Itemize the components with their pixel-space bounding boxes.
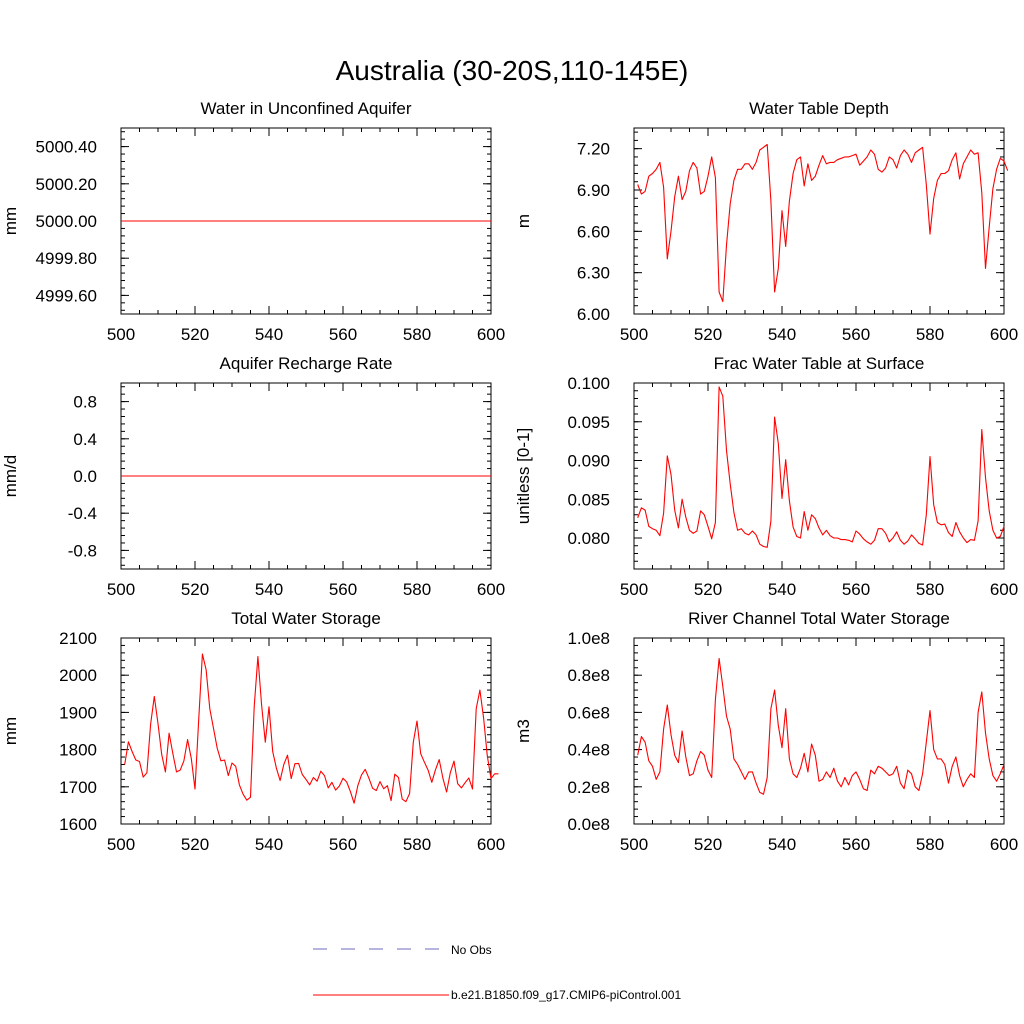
x-tick-label: 560 — [329, 835, 357, 854]
plot-frame — [633, 637, 1005, 825]
series-line-1 — [637, 386, 1005, 548]
y-tick-label: 5000.00 — [36, 212, 97, 231]
x-tick-label: 560 — [329, 580, 357, 599]
x-tick-label: 520 — [694, 580, 722, 599]
x-tick-label: 540 — [768, 835, 796, 854]
y-axis-label: mm — [1, 207, 20, 235]
x-tick-label: 600 — [477, 580, 505, 599]
y-tick-label: 2000 — [59, 666, 97, 685]
y-axis-label: m3 — [514, 719, 533, 743]
x-tick-label: 520 — [694, 325, 722, 344]
y-axis-label: unitless [0-1] — [514, 428, 533, 524]
y-tick-label: 6.00 — [577, 305, 610, 324]
y-tick-label: -0.8 — [68, 541, 97, 560]
y-tick-label: 5000.40 — [36, 138, 97, 157]
x-tick-label: 580 — [403, 325, 431, 344]
plot-frame — [120, 637, 492, 825]
x-tick-label: 520 — [181, 325, 209, 344]
y-tick-label: 0.0 — [73, 467, 97, 486]
x-tick-label: 600 — [477, 835, 505, 854]
legend-label-no-obs: No Obs — [451, 943, 492, 957]
x-tick-label: 580 — [403, 835, 431, 854]
y-tick-label: 0.095 — [567, 413, 610, 432]
y-tick-label: 5000.20 — [36, 175, 97, 194]
y-tick-label: -0.4 — [68, 504, 97, 523]
x-tick-label: 500 — [620, 325, 648, 344]
legend-label-model: b.e21.B1850.f09_g17.CMIP6-piControl.001 — [451, 988, 681, 1002]
y-tick-label: 0.090 — [567, 452, 610, 471]
x-tick-label: 580 — [916, 835, 944, 854]
x-tick-label: 540 — [768, 325, 796, 344]
x-tick-label: 500 — [107, 835, 135, 854]
panel-title: Total Water Storage — [231, 609, 381, 628]
x-tick-label: 600 — [990, 580, 1018, 599]
legend: No Obs b.e21.B1850.f09_g17.CMIP6-piContr… — [313, 943, 681, 1002]
panel-title: Water Table Depth — [749, 99, 889, 118]
x-tick-label: 540 — [255, 325, 283, 344]
series-line-1 — [124, 653, 499, 804]
x-tick-label: 520 — [181, 835, 209, 854]
panel-title: Frac Water Table at Surface — [714, 354, 925, 373]
plot-frame — [633, 382, 1005, 570]
y-tick-label: 0.8e8 — [567, 666, 610, 685]
y-tick-label: 6.30 — [577, 264, 610, 283]
x-tick-label: 540 — [768, 580, 796, 599]
y-tick-label: 6.60 — [577, 222, 610, 241]
x-tick-label: 580 — [403, 580, 431, 599]
y-tick-label: 1700 — [59, 778, 97, 797]
y-axis-label: m — [514, 214, 533, 228]
y-axis-label: mm — [1, 717, 20, 745]
x-tick-label: 560 — [842, 580, 870, 599]
x-tick-label: 560 — [842, 325, 870, 344]
figure-title: Australia (30-20S,110-145E) — [336, 55, 689, 86]
series-line-1 — [637, 143, 1009, 303]
x-tick-label: 580 — [916, 325, 944, 344]
chart-panel-6: River Channel Total Water Storage m3 500 52… — [514, 609, 1018, 854]
y-tick-label: 0.6e8 — [567, 703, 610, 722]
x-tick-label: 500 — [620, 835, 648, 854]
chart-panel-3: Aquifer Recharge Rate mm/d 500 520 540 560 580… — [1, 354, 505, 599]
x-tick-label: 600 — [990, 835, 1018, 854]
x-tick-label: 560 — [329, 325, 357, 344]
y-tick-label: 0.085 — [567, 490, 610, 509]
chart-panel-4: Frac Water Table at Surface unitless [0-1… — [514, 354, 1018, 599]
x-tick-label: 500 — [107, 580, 135, 599]
x-tick-label: 600 — [990, 325, 1018, 344]
y-tick-label: 1600 — [59, 815, 97, 834]
x-tick-label: 500 — [620, 580, 648, 599]
y-tick-label: 0.4 — [73, 430, 97, 449]
y-tick-label: 6.90 — [577, 181, 610, 200]
y-tick-label: 2100 — [59, 629, 97, 648]
x-tick-label: 600 — [477, 325, 505, 344]
x-tick-label: 560 — [842, 835, 870, 854]
y-tick-label: 1800 — [59, 741, 97, 760]
y-tick-label: 7.20 — [577, 140, 610, 159]
plot-frame — [633, 127, 1005, 315]
y-tick-label: 0.8 — [73, 393, 97, 412]
x-tick-label: 520 — [694, 835, 722, 854]
x-tick-label: 500 — [107, 325, 135, 344]
y-tick-label: 4999.80 — [36, 249, 97, 268]
chart-panel-1: Water in Unconfined Aquifer mm 500 520 540 56… — [1, 99, 505, 344]
y-tick-label: 0.4e8 — [567, 741, 610, 760]
y-tick-label: 0.100 — [567, 374, 610, 393]
y-tick-label: 1.0e8 — [567, 629, 610, 648]
y-tick-label: 0.2e8 — [567, 778, 610, 797]
panel-title: Aquifer Recharge Rate — [220, 354, 393, 373]
series-line-1 — [637, 657, 1005, 795]
y-tick-label: 1900 — [59, 703, 97, 722]
y-axis-label: mm/d — [1, 455, 20, 498]
chart-panel-5: Total Water Storage mm 500 520 540 560 580 600 1… — [1, 609, 505, 854]
chart-panel-2: Water Table Depth m 500 520 540 560 580 600 6.00… — [514, 99, 1018, 344]
y-tick-label: 0.080 — [567, 529, 610, 548]
y-tick-label: 0.0e8 — [567, 815, 610, 834]
x-tick-label: 540 — [255, 835, 283, 854]
x-tick-label: 580 — [916, 580, 944, 599]
panel-title: Water in Unconfined Aquifer — [200, 99, 411, 118]
y-tick-label: 4999.60 — [36, 286, 97, 305]
x-tick-label: 520 — [181, 580, 209, 599]
x-tick-label: 540 — [255, 580, 283, 599]
panel-title: River Channel Total Water Storage — [688, 609, 950, 628]
